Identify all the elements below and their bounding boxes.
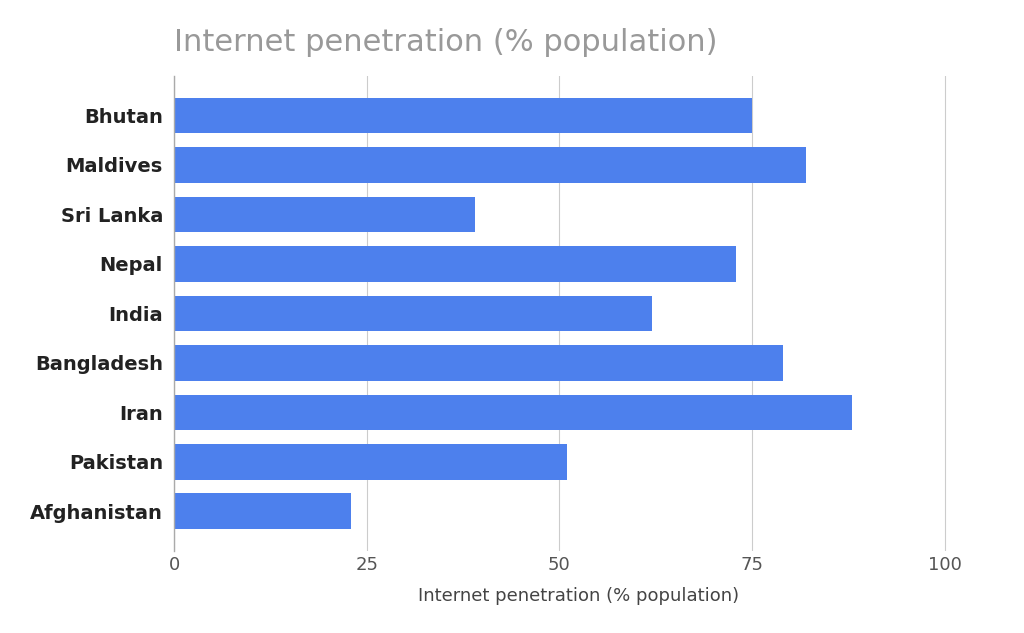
Bar bbox=[174, 196, 474, 232]
Bar bbox=[174, 246, 736, 282]
Bar bbox=[174, 444, 567, 480]
Bar bbox=[174, 97, 752, 133]
Bar bbox=[174, 296, 651, 331]
Bar bbox=[174, 147, 806, 183]
Bar bbox=[174, 394, 852, 430]
X-axis label: Internet penetration (% population): Internet penetration (% population) bbox=[418, 587, 739, 605]
Text: Internet penetration (% population): Internet penetration (% population) bbox=[174, 28, 718, 57]
Bar bbox=[174, 345, 782, 380]
Bar bbox=[174, 494, 351, 529]
